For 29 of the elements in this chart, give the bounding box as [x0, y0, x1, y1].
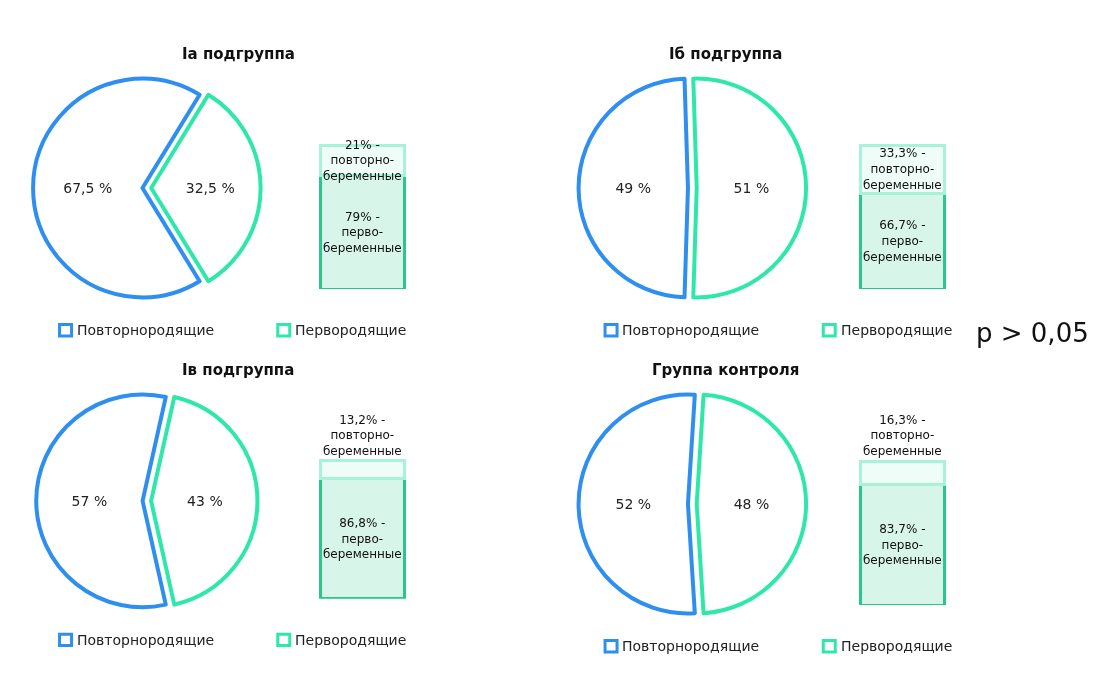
data-label: 43 % [187, 492, 223, 509]
data-label: 83,7% - перво- беременные [862, 522, 942, 568]
data-label: 48 % [733, 496, 770, 512]
data-label: 21% - повторно- беременные [322, 137, 402, 183]
legend-label: Повторнородящие [622, 322, 760, 338]
chart-title: Ia подгруппа [182, 45, 295, 63]
chart-title: Iв подгруппа [182, 361, 295, 379]
legend-label: Первородящие [841, 638, 953, 654]
data-label: 57 % [71, 492, 108, 509]
data-label: 32,5 % [185, 180, 235, 196]
data-label: 33,3% - повторно- беременные [862, 146, 942, 192]
text: p > 0,05 [976, 318, 1089, 348]
data-label: 86,8% - перво- беременные [322, 516, 402, 562]
legend-label: Повторнородящие [77, 632, 215, 648]
legend-label: Первородящие [841, 322, 953, 338]
legend-label: Повторнородящие [77, 322, 215, 338]
data-label: 67,5 % [63, 180, 113, 196]
legend-label: Первородящие [295, 322, 407, 338]
chart-title: Группа контроля [652, 361, 800, 379]
data-label: 13,2% - повторно- беременные [322, 412, 402, 458]
data-label: 52 % [615, 496, 652, 512]
data-label: 66,7% - перво- беременные [862, 218, 942, 264]
data-label: 51 % [733, 180, 770, 196]
legend-label: Первородящие [295, 632, 407, 648]
data-label: 79% - перво- беременные [322, 209, 402, 255]
legend-label: Повторнородящие [622, 638, 760, 654]
data-label: 16,3% - повторно- беременные [862, 412, 942, 459]
chart-title: Iб подгруппа [669, 45, 783, 63]
data-label: 49 % [615, 180, 652, 196]
